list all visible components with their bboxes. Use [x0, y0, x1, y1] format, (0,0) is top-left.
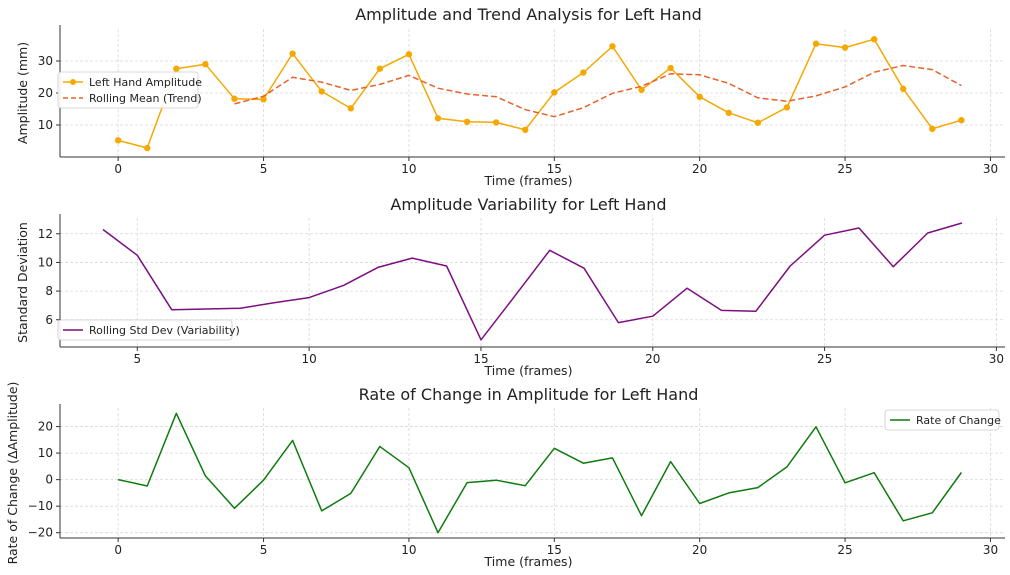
- data-point: [900, 85, 907, 93]
- series-line-rate-of-change: [118, 412, 963, 534]
- legend-label: Rolling Std Dev (Variability): [89, 324, 240, 337]
- y-axis-label: Standard Deviation: [15, 222, 30, 343]
- data-point: [609, 43, 616, 50]
- x-tick-label: 30: [983, 543, 998, 557]
- y-tick-label: 10: [38, 255, 53, 269]
- x-tick-label: 25: [817, 352, 832, 366]
- x-tick-label: 0: [114, 162, 122, 176]
- x-tick-label: 20: [692, 162, 707, 176]
- y-tick-label: 30: [38, 54, 53, 68]
- data-point: [551, 89, 558, 96]
- data-point: [783, 104, 791, 111]
- data-point: [463, 118, 471, 126]
- x-tick-label: 20: [692, 543, 707, 557]
- x-tick-label: 10: [401, 162, 416, 176]
- data-point: [958, 117, 965, 124]
- y-tick-label: 6: [45, 313, 53, 327]
- data-point: [114, 137, 122, 144]
- legend-box: [57, 71, 199, 109]
- y-tick-label: 8: [45, 284, 53, 298]
- data-point: [289, 50, 296, 57]
- y-tick-label: −10: [28, 499, 53, 513]
- data-point: [318, 88, 325, 95]
- y-tick-label: 20: [38, 420, 53, 434]
- chart-title: Amplitude and Trend Analysis for Left Ha…: [355, 5, 702, 24]
- y-tick-label: 10: [38, 446, 53, 460]
- y-tick-label: −20: [28, 526, 53, 540]
- x-tick-label: 5: [260, 162, 268, 176]
- data-point: [144, 144, 151, 152]
- data-point: [492, 119, 500, 126]
- data-point: [347, 105, 354, 112]
- x-tick-label: 15: [473, 352, 488, 366]
- series-line-rolling-std-dev-variability: [102, 222, 963, 341]
- data-point: [841, 44, 849, 51]
- x-tick-label: 10: [401, 543, 416, 557]
- x-tick-label: 15: [547, 162, 562, 176]
- x-tick-label: 15: [547, 543, 562, 557]
- data-point: [696, 93, 703, 101]
- y-axis-label: Rate of Change (ΔAmplitude): [5, 382, 20, 565]
- legend-marker: [70, 79, 76, 85]
- x-tick-label: 30: [983, 162, 998, 176]
- x-axis-label: Time (frames): [484, 173, 573, 188]
- series-line-left-hand-amplitude: [118, 38, 962, 149]
- y-axis-label: Amplitude (mm): [15, 42, 30, 144]
- legend-box: [57, 319, 233, 341]
- data-point: [231, 95, 238, 102]
- y-tick-label: 20: [38, 86, 53, 100]
- data-point: [405, 51, 413, 58]
- x-axis-label: Time (frames): [484, 554, 573, 569]
- x-tick-label: 20: [645, 352, 660, 366]
- y-tick-label: 0: [45, 473, 53, 487]
- x-tick-label: 5: [133, 352, 141, 366]
- data-point: [202, 60, 209, 68]
- data-point: [812, 40, 820, 47]
- x-tick-label: 5: [260, 543, 268, 557]
- x-tick-label: 0: [114, 543, 122, 557]
- legend-box: [884, 409, 1000, 431]
- x-axis-label: Time (frames): [484, 363, 573, 378]
- legend-label: Rolling Mean (Trend): [89, 92, 202, 105]
- data-point: [434, 115, 442, 122]
- data-point: [522, 126, 529, 133]
- x-tick-label: 25: [837, 543, 852, 557]
- data-point: [725, 109, 732, 117]
- chart-title: Rate of Change in Amplitude for Left Han…: [359, 385, 699, 404]
- data-point: [929, 125, 936, 133]
- data-point: [667, 64, 674, 72]
- legend-label: Left Hand Amplitude: [89, 76, 202, 89]
- y-tick-label: 10: [38, 118, 53, 132]
- rate-of-change-panel: 0 5 10 15 20 25 30 −20 −10 0 10 20 Rate of Change in…: [5, 382, 1005, 569]
- x-tick-label: 25: [837, 162, 852, 176]
- data-point: [173, 65, 180, 72]
- x-tick-label: 10: [301, 352, 316, 366]
- x-tick-label: 30: [989, 352, 1004, 366]
- chart-title: Amplitude Variability for Left Hand: [390, 195, 666, 214]
- amplitude-trend-panel: 0 5 10 15 20 25 30 10 20 30 Amplitude and Trend An…: [15, 5, 1005, 188]
- data-point: [260, 96, 267, 103]
- data-point: [754, 119, 762, 126]
- data-point: [376, 65, 384, 72]
- variability-panel: 5 10 15 20 25 30 6 8 10 12 Amplitude Variability f…: [15, 195, 1005, 378]
- data-point: [870, 36, 878, 43]
- data-point: [580, 69, 587, 76]
- series-line-rolling-mean-trend: [234, 64, 962, 118]
- y-tick-label: 12: [38, 227, 53, 241]
- data-point: [638, 86, 645, 94]
- legend-label: Rate of Change: [916, 414, 1001, 427]
